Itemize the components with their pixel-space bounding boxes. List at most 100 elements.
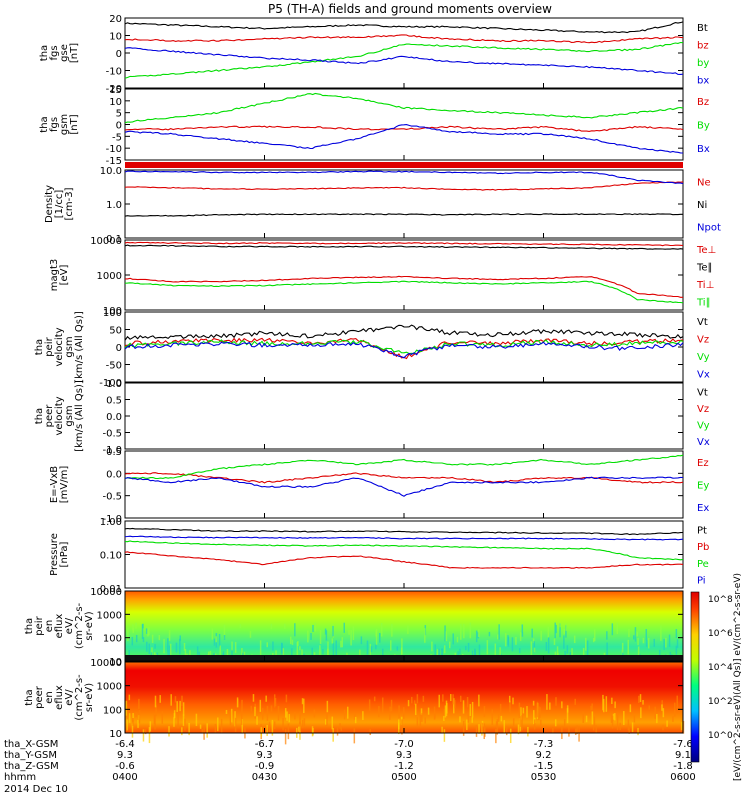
spectrogram-cell bbox=[199, 724, 202, 729]
spectrogram-cell bbox=[307, 630, 309, 643]
spectrogram-cell bbox=[521, 715, 523, 731]
spectrogram-cell bbox=[499, 647, 501, 661]
spectrogram-cell bbox=[184, 648, 187, 657]
spectrogram-cell bbox=[573, 635, 576, 643]
spectrogram-cell bbox=[339, 723, 341, 729]
y-axis-label: en bbox=[44, 620, 55, 633]
legend-Vz: Vz bbox=[697, 404, 709, 415]
spectrogram-cell bbox=[616, 714, 619, 731]
spectrogram-cell bbox=[398, 705, 400, 719]
spectrogram-fill bbox=[125, 662, 683, 733]
y-axis-label: tha bbox=[24, 689, 35, 705]
spectrogram-cell bbox=[159, 695, 161, 703]
y-axis-label: [nT] bbox=[69, 43, 80, 63]
spectrogram-cell bbox=[611, 715, 614, 729]
spectrogram-cell bbox=[195, 713, 198, 727]
y-tick-label: 0.0 bbox=[106, 469, 122, 480]
spectrogram-cell bbox=[135, 622, 137, 629]
spectrogram-cell bbox=[639, 694, 642, 703]
spectrogram-cell bbox=[213, 638, 216, 646]
spectrogram-cell bbox=[674, 702, 676, 717]
spectrogram-cell bbox=[241, 719, 244, 734]
spectrogram-cell bbox=[443, 709, 445, 720]
y-axis-label: Pressure bbox=[49, 533, 60, 576]
series-Vy bbox=[124, 339, 684, 355]
legend-bz: bz bbox=[697, 40, 709, 51]
spectrogram-cell bbox=[566, 705, 569, 713]
spectrogram-cell bbox=[521, 632, 524, 637]
spectrogram-cell bbox=[314, 622, 317, 632]
spectrogram-cell bbox=[378, 706, 380, 718]
spectrogram-cell bbox=[413, 700, 416, 706]
spectrogram-cell bbox=[154, 652, 156, 658]
spectrogram-cell bbox=[433, 706, 436, 720]
spectrogram-cell bbox=[259, 640, 262, 657]
y-axis-label: fgs bbox=[49, 45, 60, 60]
spectrogram-cell bbox=[142, 729, 145, 742]
spectrogram-cell bbox=[250, 705, 253, 712]
spectrogram-cell bbox=[484, 726, 486, 737]
spectrogram-cell bbox=[138, 709, 141, 724]
y-tick-label: 100 bbox=[103, 306, 122, 317]
spectrogram-cell bbox=[582, 648, 585, 662]
spectrogram-cell bbox=[454, 700, 456, 709]
y-axis-label: [km/s (All Qs)] bbox=[74, 380, 85, 452]
spectrogram-cell bbox=[642, 637, 645, 644]
spectrogram-cell bbox=[335, 640, 337, 656]
legend-Bz: Bz bbox=[697, 97, 709, 108]
y-axis-label: gse bbox=[59, 44, 70, 62]
spectrogram-cell bbox=[466, 719, 468, 731]
spectrogram-cell bbox=[291, 639, 294, 645]
spectrogram-cell bbox=[362, 711, 364, 721]
y-axis-label: velocity bbox=[54, 396, 65, 435]
spectrogram-cell bbox=[416, 694, 419, 704]
y-axis-label: tha bbox=[24, 618, 35, 634]
y-axis-label: eV/ bbox=[64, 617, 75, 634]
spectrogram-cell bbox=[303, 718, 306, 727]
spectrogram-cell bbox=[401, 638, 403, 655]
spectrogram-cell bbox=[179, 700, 181, 712]
spectrogram-cell bbox=[155, 705, 157, 717]
spectrogram-cell bbox=[282, 717, 284, 731]
spectrogram-cell bbox=[592, 725, 595, 731]
spectrogram-cell bbox=[322, 649, 324, 655]
series-Ni bbox=[124, 213, 683, 217]
spectrogram-cell bbox=[414, 703, 417, 716]
series-Bt bbox=[124, 21, 684, 34]
spectrogram-cell bbox=[443, 729, 446, 742]
spectrogram-cell bbox=[645, 629, 648, 641]
spectrogram-cell bbox=[554, 622, 556, 639]
series-bx bbox=[124, 47, 684, 75]
x-tick-label: 0500 bbox=[391, 772, 416, 783]
spectrogram-cell bbox=[438, 694, 440, 708]
spectrogram-cell bbox=[223, 624, 226, 640]
y-tick-label: -50 bbox=[106, 361, 122, 372]
spectrogram-cell bbox=[676, 639, 679, 649]
y-axis-label: sr-eV) bbox=[84, 683, 95, 712]
spectrogram-cell bbox=[552, 727, 554, 733]
series-Pe bbox=[124, 540, 684, 561]
spectrogram-cell bbox=[471, 650, 474, 655]
spectrogram-cell bbox=[568, 726, 570, 737]
spectrogram-cell bbox=[611, 623, 614, 636]
spectrogram-cell bbox=[582, 711, 584, 723]
spectrogram-cell bbox=[319, 630, 322, 645]
spectrogram-cell bbox=[324, 628, 327, 635]
spectrogram-cell bbox=[400, 647, 403, 655]
spectrogram-cell bbox=[340, 726, 343, 731]
x-row-label: hhmm bbox=[4, 772, 36, 783]
spectrogram-cell bbox=[286, 711, 288, 721]
spectrogram-cell bbox=[218, 634, 221, 648]
spectrogram-cell bbox=[459, 648, 461, 655]
spectrogram-cell bbox=[517, 724, 520, 735]
y-tick-label: 100 bbox=[103, 705, 122, 716]
spectrogram-cell bbox=[511, 637, 514, 652]
legend-By: By bbox=[697, 121, 710, 132]
spectrogram-cell bbox=[273, 721, 276, 730]
x-tick-label: -0.6 bbox=[115, 761, 135, 772]
spectrogram-cell bbox=[627, 719, 630, 731]
y-tick-label: 100 bbox=[103, 308, 122, 319]
spectrogram-cell bbox=[146, 641, 148, 652]
spectrogram-cell bbox=[616, 622, 619, 634]
spectrogram-cell bbox=[240, 712, 243, 726]
